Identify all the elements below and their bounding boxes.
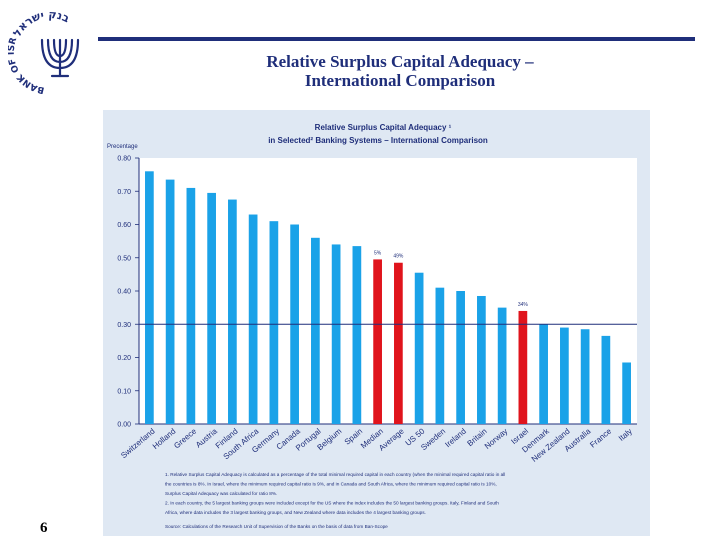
svg-text:בנק ישראל: בנק ישראל [10, 10, 71, 39]
bar-belgium [331, 244, 341, 424]
y-tick-label: 0.00 [117, 422, 131, 429]
x-tick-label: Holland [151, 427, 178, 451]
bar-israel [518, 310, 528, 424]
bar-greece [186, 187, 196, 424]
bar-australia [580, 329, 590, 424]
bar-italy [622, 362, 631, 424]
footnote-line: Surplus Capital Adequacy was calculated … [165, 491, 277, 496]
source-note: Source: Calculations of the Research Uni… [165, 524, 388, 529]
bar-holland [165, 179, 175, 424]
bar-median [373, 259, 382, 424]
bar-new-zealand [560, 327, 569, 424]
bar-france [601, 335, 611, 424]
footnote-line: 2. In each country, the 5 largest bankin… [165, 501, 499, 506]
bar-average [394, 262, 403, 424]
bar-austria [207, 192, 216, 424]
y-tick-label: 0.80 [117, 156, 131, 163]
y-tick-label: 0.50 [117, 255, 131, 262]
bar-sweden [435, 287, 445, 424]
bar-switzerland [145, 171, 154, 424]
bar-finland [228, 199, 237, 424]
chart-notes: 1. Relative Surplus Capital Adequacy is … [165, 472, 505, 529]
chart-subtitle: in Selected² Banking Systems – Internati… [268, 136, 488, 145]
bar-portugal [311, 237, 320, 424]
plot-area: 0.000.100.200.300.400.500.600.700.80Swit… [117, 156, 637, 464]
data-label: 34% [518, 302, 529, 308]
x-tick-label: Italy [617, 427, 634, 443]
data-label: 5% [374, 250, 382, 256]
slide-title-line-1: Relative Surplus Capital Adequacy – [266, 52, 534, 71]
bar-us-50 [414, 272, 424, 424]
slide-title: Relative Surplus Capital Adequacy – Inte… [200, 52, 600, 90]
chart-panel: Relative Surplus Capital Adequacy ¹ in S… [103, 110, 650, 536]
footnote-line: the countries is 8%. In Israel, where th… [165, 482, 497, 487]
y-axis-label: Precentage [107, 144, 138, 150]
page-number: 6 [40, 520, 48, 536]
y-tick-label: 0.20 [117, 355, 131, 362]
x-tick-label: Norway [483, 427, 510, 451]
footnote-line: Africa, where data includes the 3 larges… [165, 510, 426, 515]
data-label: 49% [393, 254, 404, 260]
bar-britain [477, 295, 486, 424]
bar-chart: Relative Surplus Capital Adequacy ¹ in S… [107, 123, 637, 529]
slide-title-line-2: International Comparison [304, 71, 496, 90]
chart-title: Relative Surplus Capital Adequacy ¹ [315, 123, 452, 132]
plot-background [139, 158, 637, 424]
x-tick-label: Greece [172, 426, 198, 450]
bar-denmark [539, 324, 548, 424]
bar-ireland [456, 291, 465, 424]
bar-germany [269, 221, 279, 424]
y-tick-label: 0.30 [117, 322, 131, 329]
y-tick-label: 0.60 [117, 222, 131, 229]
bar-south-africa [248, 214, 258, 424]
footnote-line: 1. Relative Surplus Capital Adequacy is … [165, 472, 505, 477]
header-rule [98, 37, 695, 41]
bar-norway [497, 307, 507, 424]
y-tick-label: 0.70 [117, 189, 131, 196]
x-tick-label: Ireland [443, 427, 468, 450]
y-tick-label: 0.40 [117, 289, 131, 296]
y-tick-label: 0.10 [117, 388, 131, 395]
bank-of-israel-logo: בנק ישראל BANK OF ISRAEL [5, 3, 92, 95]
x-tick-label: France [588, 426, 613, 449]
bar-spain [352, 246, 362, 424]
